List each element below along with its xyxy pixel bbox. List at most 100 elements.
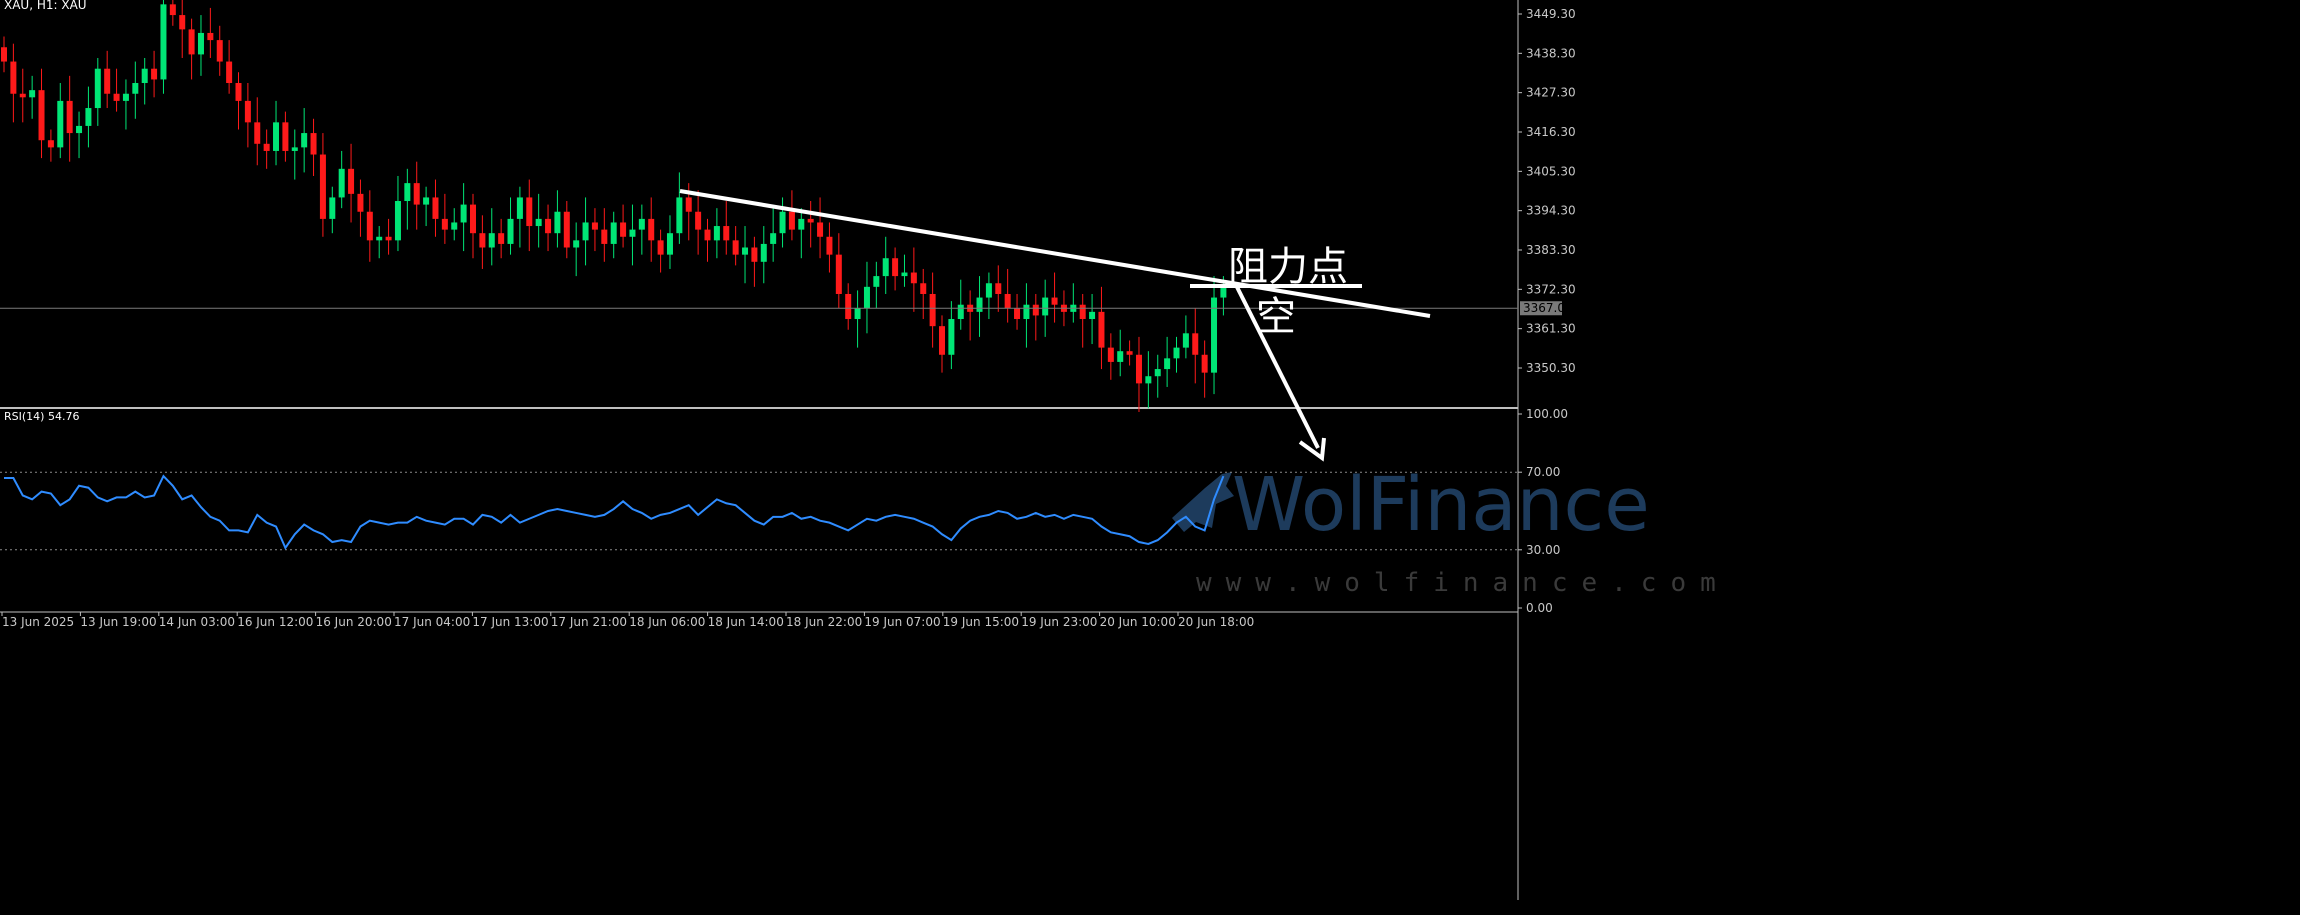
candle-body: [160, 4, 167, 80]
rsi-line: [4, 474, 1225, 550]
candle-body: [929, 293, 936, 327]
candle-body: [629, 229, 636, 237]
candle-body: [1145, 376, 1152, 384]
candle-body: [29, 90, 36, 98]
candle-body: [591, 222, 598, 230]
candle-body: [479, 233, 486, 248]
candle-body: [1042, 297, 1049, 316]
time-tick-label: 16 Jun 12:00: [237, 615, 313, 629]
candle-body: [85, 108, 92, 126]
time-tick-label: 18 Jun 14:00: [708, 615, 784, 629]
price-tick-label: 3350.30: [1526, 361, 1576, 375]
candle-body: [1135, 354, 1142, 384]
candle-body: [432, 197, 439, 219]
time-tick-label: 14 Jun 03:00: [159, 615, 235, 629]
time-tick-label: 17 Jun 13:00: [472, 615, 548, 629]
candle-body: [310, 133, 317, 155]
candle-body: [985, 283, 992, 298]
candle-body: [713, 226, 720, 241]
candle-body: [535, 218, 542, 227]
candle-body: [498, 233, 505, 244]
candle-body: [620, 222, 627, 237]
price-tick-label: 3438.30: [1526, 46, 1576, 60]
candle-body: [319, 154, 326, 219]
candle-body: [751, 247, 758, 262]
time-tick-label: 20 Jun 10:00: [1100, 615, 1176, 629]
candle-body: [357, 193, 364, 212]
candle-body: [516, 197, 523, 219]
candle-body: [948, 319, 955, 355]
candle-body: [939, 326, 945, 355]
candle-body: [873, 276, 880, 287]
candle-body: [526, 197, 533, 227]
candle-body: [695, 211, 702, 230]
candle-body: [113, 93, 120, 101]
candle-body: [1211, 297, 1218, 373]
time-tick-label: 19 Jun 15:00: [943, 615, 1019, 629]
candle-body: [1164, 358, 1171, 370]
candle-body: [263, 143, 270, 151]
candle-body: [104, 68, 111, 94]
candle-body: [1154, 369, 1161, 377]
time-tick-label: 13 Jun 2025: [2, 615, 74, 629]
current-price-label: 3367.01: [1523, 301, 1573, 315]
candle-body: [1089, 311, 1096, 320]
candle-body: [301, 133, 308, 148]
candle-body: [254, 122, 261, 144]
candle-body: [1126, 351, 1133, 355]
candle-body: [882, 258, 889, 277]
candle-body: [273, 122, 280, 151]
candle-body: [207, 32, 214, 41]
candle-body: [798, 218, 805, 230]
price-tick-label: 3372.30: [1526, 282, 1576, 296]
candle-body: [38, 90, 45, 141]
short-arrow-shaft: [1234, 284, 1320, 449]
candle-body: [920, 283, 927, 294]
candle-body: [723, 226, 730, 241]
candle-body: [610, 222, 617, 244]
candle-body: [197, 32, 204, 55]
candle-body: [582, 222, 589, 241]
candle-body: [394, 201, 401, 241]
candle-body: [76, 125, 83, 134]
candle-body: [704, 229, 711, 241]
candle-body: [1220, 286, 1227, 298]
candle-body: [507, 218, 514, 244]
watermark-brand: WolFinance: [1232, 462, 1650, 548]
candle-body: [845, 293, 852, 320]
candle-body: [179, 15, 186, 30]
time-tick-label: 18 Jun 06:00: [629, 615, 705, 629]
candle-body: [976, 297, 983, 312]
candle-body: [760, 243, 767, 262]
candle-body: [563, 211, 570, 248]
candle-body: [685, 197, 692, 212]
candle-body: [94, 68, 101, 109]
candle-body: [732, 240, 739, 255]
candle-body: [366, 211, 373, 241]
time-tick-label: 17 Jun 21:00: [551, 615, 627, 629]
candle-body: [441, 218, 448, 230]
candle-body: [291, 147, 298, 151]
candle-body: [1117, 351, 1124, 362]
candle-body: [1182, 333, 1189, 348]
candle-body: [545, 218, 552, 234]
candle-body: [1201, 354, 1208, 373]
candle-body: [807, 218, 814, 223]
candle-body: [1004, 293, 1011, 309]
rsi-label: RSI(14) 54.76: [4, 410, 79, 423]
candle-body: [1014, 308, 1021, 320]
candle-body: [451, 222, 458, 230]
rsi-tick-label: 70.00: [1526, 465, 1560, 479]
candle-body: [995, 283, 1002, 294]
candle-body: [742, 247, 749, 255]
time-tick-label: 18 Jun 22:00: [786, 615, 862, 629]
short-label: 空: [1256, 294, 1296, 340]
price-axis: 3449.30 3438.30 3427.30 3416.30 3405.30 3394.…: [1518, 7, 1576, 375]
candle-body: [957, 304, 964, 320]
candle-body: [1107, 347, 1114, 362]
current-price-tag: [1520, 301, 1562, 316]
candle-body: [770, 233, 777, 244]
candle-body: [338, 168, 345, 198]
candle-body: [66, 100, 73, 134]
candle-body: [854, 308, 861, 320]
